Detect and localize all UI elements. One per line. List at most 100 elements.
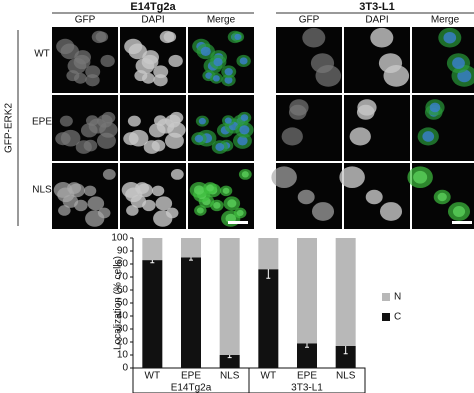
y-tick-label: 10 — [117, 350, 129, 361]
cell — [302, 27, 326, 48]
cell — [95, 31, 109, 43]
nucleus — [241, 171, 249, 178]
cell — [170, 168, 184, 180]
row-label: WT — [34, 49, 50, 60]
cell — [169, 111, 184, 124]
nucleus — [213, 57, 223, 67]
group-title: E14Tg2a — [130, 1, 176, 13]
scale-bar — [228, 221, 248, 224]
y-tick-label: 40 — [117, 311, 129, 322]
y-tick-label: 80 — [117, 259, 129, 270]
scale-bar — [452, 221, 472, 224]
cell — [59, 115, 73, 127]
cell — [102, 168, 116, 180]
nucleus — [240, 114, 249, 122]
nucleus — [422, 131, 435, 142]
cell — [55, 132, 71, 146]
cell — [378, 53, 403, 73]
nucleus — [437, 192, 447, 202]
x-tick-label: EPE — [181, 371, 201, 382]
cell — [83, 185, 97, 197]
nucleus — [236, 209, 244, 217]
cell — [97, 207, 111, 219]
cell — [339, 166, 365, 189]
row-label: NLS — [32, 185, 52, 196]
nucleus — [225, 213, 237, 224]
nucleus — [224, 76, 233, 84]
chart: Localization (% cells) 0 10 20 30 40 50 60 70 80 9… — [111, 233, 401, 393]
cell — [135, 182, 150, 194]
bar-segment — [335, 345, 356, 368]
cell — [167, 122, 186, 138]
column-title: DAPI — [365, 15, 388, 26]
cell — [74, 199, 88, 212]
column-title: GFP — [299, 15, 320, 26]
image-grid: E14Tg2a GFP DAPI Merge 3T3-L1 GFP DAPI Merge WT E… — [32, 1, 474, 229]
cell — [67, 182, 82, 194]
nucleus — [429, 102, 441, 113]
nucleus — [452, 205, 466, 217]
cell — [281, 127, 303, 146]
cell — [58, 205, 71, 216]
legend-label: N — [394, 292, 401, 303]
y-tick-label: 70 — [117, 272, 129, 283]
micrograph — [344, 95, 410, 161]
nucleus — [239, 125, 250, 135]
cell — [142, 199, 156, 212]
bar-segment — [142, 260, 163, 368]
row-label: EPE — [32, 117, 52, 128]
nucleus — [215, 143, 225, 152]
bar-segment — [297, 238, 317, 344]
y-tick-label: 60 — [117, 285, 129, 296]
bar-segment — [258, 238, 279, 270]
cell — [297, 189, 315, 205]
group-box — [132, 367, 366, 393]
cell — [365, 189, 383, 205]
y-tick-label: 100 — [111, 233, 128, 244]
bar-segment — [181, 257, 201, 368]
nucleus — [222, 187, 230, 194]
column-title: Merge — [207, 15, 236, 26]
cell — [123, 132, 139, 146]
x-tick-label: NLS — [220, 371, 240, 382]
cell — [141, 54, 159, 70]
cell — [153, 115, 167, 126]
y-tick-label: 30 — [117, 324, 129, 335]
cell — [165, 207, 179, 219]
cell — [74, 72, 87, 84]
bar-segment — [258, 269, 279, 368]
column-title: GFP — [75, 15, 96, 26]
cell — [379, 202, 403, 221]
cell — [142, 72, 155, 84]
cell — [126, 205, 139, 216]
cell — [271, 166, 297, 189]
nucleus — [227, 199, 237, 208]
group-label: E14Tg2a — [171, 383, 212, 393]
group-label: 3T3-L1 — [291, 383, 323, 393]
cell — [310, 53, 335, 73]
legend-swatch — [382, 313, 390, 321]
cell — [370, 27, 394, 48]
x-tick-label: WT — [261, 371, 277, 382]
column-title: Merge — [431, 15, 460, 26]
bar-segment — [142, 238, 163, 261]
cell — [151, 185, 165, 197]
cell — [349, 127, 371, 146]
legend-swatch — [382, 293, 390, 301]
y-axis-title: Localization (% cells) — [113, 256, 124, 350]
nucleus — [224, 117, 232, 124]
cell — [99, 122, 118, 138]
nucleus — [212, 75, 220, 82]
side-label: GFP-ERK2 — [4, 103, 15, 153]
nucleus — [234, 33, 242, 41]
nucleus — [206, 184, 214, 192]
nucleus — [413, 170, 428, 184]
nucleus — [193, 185, 205, 195]
bar-segment — [219, 355, 240, 368]
group-title: 3T3-L1 — [359, 1, 394, 13]
cell — [60, 43, 79, 60]
x-tick-label: EPE — [297, 371, 317, 382]
nucleus — [213, 202, 221, 209]
cell — [128, 43, 147, 60]
cell — [85, 65, 101, 79]
